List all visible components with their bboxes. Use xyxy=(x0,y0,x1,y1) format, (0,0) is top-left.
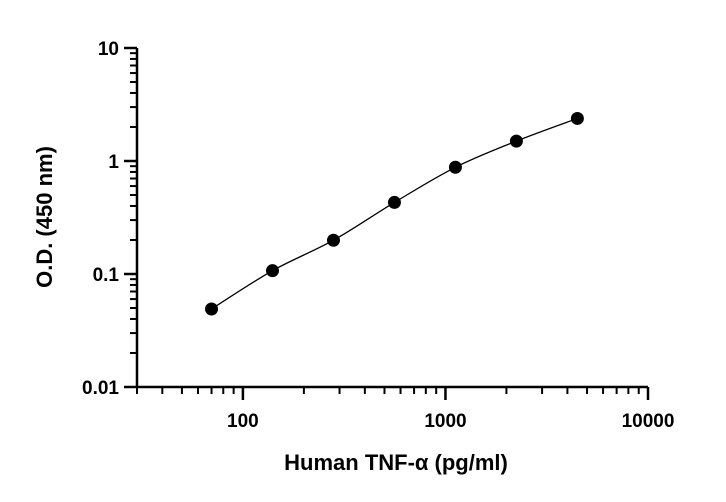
data-point xyxy=(326,233,340,247)
y-axis-title: O.D. (450 nm) xyxy=(32,146,57,288)
x-axis-title: Human TNF-α (pg/ml) xyxy=(284,450,508,475)
tick-labels: 0.01 0.1 1 10 100 1000 10000 xyxy=(82,39,674,432)
y-tick-label: 10 xyxy=(98,39,119,60)
data-point xyxy=(509,134,523,148)
data-point xyxy=(387,195,401,209)
axes xyxy=(124,46,650,400)
fit-curve-layer xyxy=(211,117,578,310)
y-tick-label: 0.01 xyxy=(82,378,119,399)
data-point xyxy=(570,111,584,125)
data-point xyxy=(205,302,219,316)
x-tick-label: 10000 xyxy=(622,411,675,432)
y-tick-label: 0.1 xyxy=(93,265,120,286)
x-tick-label: 100 xyxy=(227,411,259,432)
data-points xyxy=(205,111,584,316)
data-point xyxy=(448,160,462,174)
x-tick-label: 1000 xyxy=(424,411,466,432)
data-point xyxy=(266,264,280,278)
fit-curve xyxy=(211,117,578,310)
y-tick-label: 1 xyxy=(108,152,119,173)
